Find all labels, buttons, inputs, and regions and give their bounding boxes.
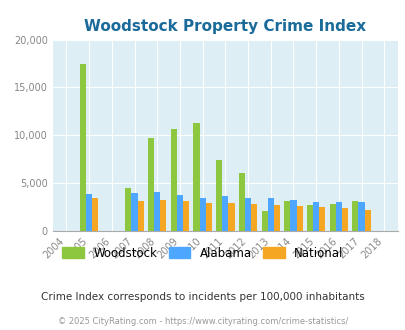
- Title: Woodstock Property Crime Index: Woodstock Property Crime Index: [84, 19, 365, 34]
- Bar: [215, 160, 222, 231]
- Bar: [284, 201, 290, 231]
- Bar: [205, 203, 211, 231]
- Bar: [137, 201, 143, 231]
- Bar: [86, 194, 92, 231]
- Bar: [329, 204, 335, 231]
- Legend: Woodstock, Alabama, National: Woodstock, Alabama, National: [62, 247, 343, 260]
- Bar: [358, 202, 364, 231]
- Bar: [318, 207, 324, 231]
- Text: Crime Index corresponds to incidents per 100,000 inhabitants: Crime Index corresponds to incidents per…: [41, 292, 364, 302]
- Text: © 2025 CityRating.com - https://www.cityrating.com/crime-statistics/: © 2025 CityRating.com - https://www.city…: [58, 317, 347, 326]
- Bar: [193, 123, 199, 231]
- Bar: [131, 193, 137, 231]
- Bar: [177, 195, 183, 231]
- Bar: [335, 202, 341, 231]
- Bar: [312, 202, 318, 231]
- Bar: [341, 208, 347, 231]
- Bar: [160, 200, 166, 231]
- Bar: [267, 198, 273, 231]
- Bar: [296, 206, 302, 231]
- Bar: [250, 204, 257, 231]
- Bar: [364, 210, 370, 231]
- Bar: [92, 197, 98, 231]
- Bar: [154, 192, 160, 231]
- Bar: [148, 138, 154, 231]
- Bar: [125, 188, 131, 231]
- Bar: [290, 200, 296, 231]
- Bar: [273, 205, 279, 231]
- Bar: [244, 197, 250, 231]
- Bar: [199, 197, 205, 231]
- Bar: [352, 201, 358, 231]
- Bar: [222, 196, 228, 231]
- Bar: [228, 203, 234, 231]
- Bar: [238, 173, 244, 231]
- Bar: [306, 205, 312, 231]
- Bar: [171, 129, 177, 231]
- Bar: [261, 211, 267, 231]
- Bar: [183, 201, 189, 231]
- Bar: [80, 64, 86, 231]
